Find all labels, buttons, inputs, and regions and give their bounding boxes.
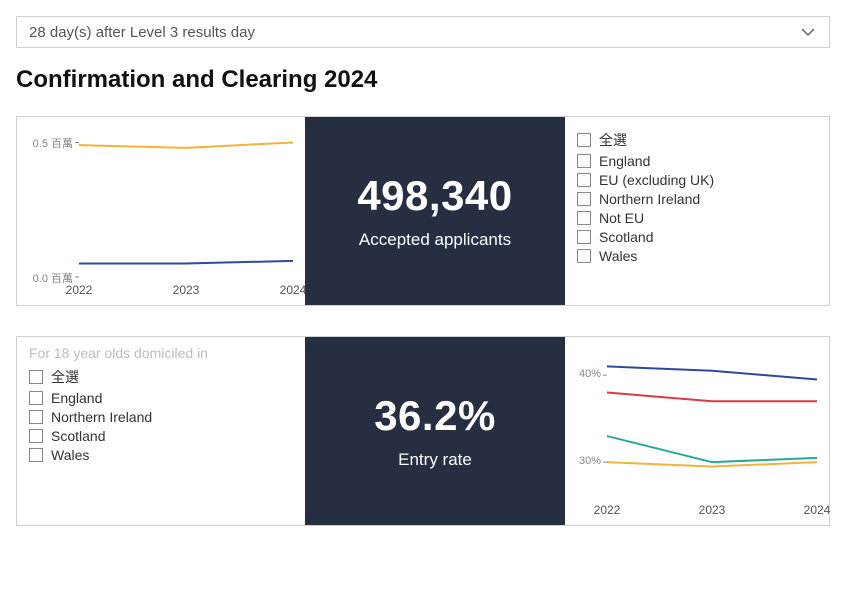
page-title: Confirmation and Clearing 2024	[16, 66, 830, 94]
kpi-value: 498,340	[357, 172, 512, 220]
chart-series	[79, 261, 293, 264]
y-axis-label: 40%	[579, 368, 601, 380]
accepted-applicants-kpi: 498,340 Accepted applicants	[305, 117, 565, 305]
checkbox-icon	[577, 173, 591, 187]
checkbox-item[interactable]: Not EU	[577, 210, 817, 226]
checkbox-item[interactable]: Northern Ireland	[29, 409, 293, 425]
checkbox-label: Wales	[51, 447, 89, 463]
checkbox-label: 全選	[51, 367, 79, 387]
checkbox-icon	[29, 370, 43, 384]
x-axis-label: 2023	[173, 283, 200, 297]
checkbox-label: England	[599, 153, 650, 169]
x-axis-label: 2022	[594, 503, 621, 517]
domicile-filter-2: For 18 year olds domiciled in 全選 England N…	[17, 337, 305, 525]
checkbox-label: Wales	[599, 248, 637, 264]
chart-series	[607, 436, 817, 462]
checkbox-item[interactable]: 全選	[29, 367, 293, 387]
accepted-applicants-chart: 0.0 百萬0.5 百萬202220232024	[17, 117, 305, 305]
checkbox-label: Northern Ireland	[51, 409, 152, 425]
timeframe-label: 28 day(s) after Level 3 results day	[29, 24, 255, 41]
checkbox-icon	[577, 192, 591, 206]
checkbox-icon	[577, 249, 591, 263]
checkbox-item[interactable]: England	[577, 153, 817, 169]
checkbox-label: Scotland	[51, 428, 105, 444]
entry-rate-chart: 30% 40% 2022 2023 2024	[565, 337, 829, 525]
x-axis-label: 2024	[804, 503, 831, 517]
checkbox-icon	[577, 211, 591, 225]
checkbox-icon	[577, 154, 591, 168]
checkbox-item[interactable]: England	[29, 390, 293, 406]
checkbox-item[interactable]: EU (excluding UK)	[577, 172, 817, 188]
chevron-down-icon	[799, 23, 817, 41]
checkbox-icon	[577, 230, 591, 244]
checkbox-label: 全選	[599, 130, 627, 150]
checkbox-icon	[29, 429, 43, 443]
checkbox-item[interactable]: Scotland	[577, 229, 817, 245]
chart-series	[607, 366, 817, 379]
chart-series	[79, 142, 293, 147]
checkbox-item[interactable]: Northern Ireland	[577, 191, 817, 207]
entry-rate-panel: For 18 year olds domiciled in 全選 England N…	[16, 336, 830, 526]
checkbox-label: Scotland	[599, 229, 653, 245]
x-axis-label: 2023	[699, 503, 726, 517]
accepted-applicants-panel: 0.0 百萬0.5 百萬202220232024 498,340 Accepte…	[16, 116, 830, 306]
y-axis-label: 0.5 百萬	[33, 135, 73, 151]
domicile-filter-1: 全選 England EU (excluding UK) Northern Irela…	[565, 117, 829, 305]
checkbox-icon	[29, 391, 43, 405]
checkbox-label: Not EU	[599, 210, 644, 226]
entry-rate-kpi: 36.2% Entry rate	[305, 337, 565, 525]
y-axis-label: 30%	[579, 455, 601, 467]
checklist-title: For 18 year olds domiciled in	[29, 345, 293, 361]
checkbox-item[interactable]: Wales	[29, 447, 293, 463]
x-axis-label: 2022	[66, 283, 93, 297]
checkbox-item[interactable]: Scotland	[29, 428, 293, 444]
timeframe-dropdown[interactable]: 28 day(s) after Level 3 results day	[16, 16, 830, 48]
kpi-value: 36.2%	[374, 392, 496, 440]
checkbox-label: Northern Ireland	[599, 191, 700, 207]
checkbox-item[interactable]: Wales	[577, 248, 817, 264]
kpi-label: Entry rate	[398, 450, 472, 470]
checkbox-icon	[577, 133, 591, 147]
checkbox-label: England	[51, 390, 102, 406]
kpi-label: Accepted applicants	[359, 230, 511, 250]
checkbox-icon	[29, 448, 43, 462]
x-axis-label: 2024	[280, 283, 307, 297]
checkbox-icon	[29, 410, 43, 424]
checkbox-label: EU (excluding UK)	[599, 172, 714, 188]
chart-series	[607, 393, 817, 402]
checkbox-item[interactable]: 全選	[577, 130, 817, 150]
